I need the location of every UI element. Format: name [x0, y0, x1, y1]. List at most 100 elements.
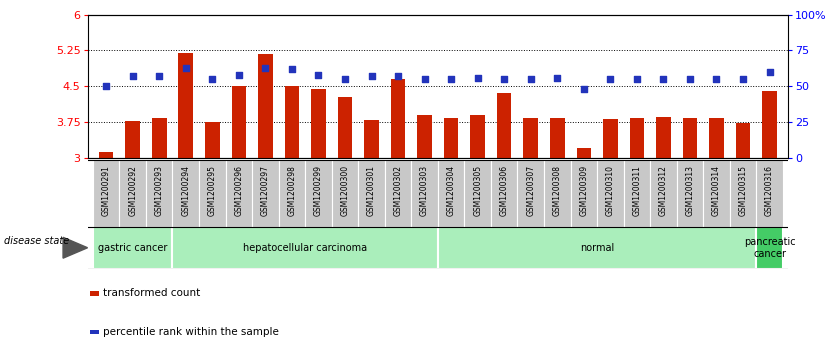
Bar: [258, 54, 273, 158]
Bar: [656, 117, 671, 158]
Bar: [89, 291, 98, 295]
Bar: [93, 160, 119, 227]
Bar: [465, 160, 491, 227]
Text: GSM1200315: GSM1200315: [739, 165, 747, 216]
Point: [312, 72, 325, 78]
Text: GSM1200304: GSM1200304: [447, 165, 455, 216]
Text: GSM1200311: GSM1200311: [632, 165, 641, 216]
Text: GSM1200310: GSM1200310: [605, 165, 615, 216]
Bar: [146, 160, 173, 227]
Bar: [119, 160, 146, 227]
Bar: [709, 118, 724, 158]
Bar: [125, 121, 140, 158]
Point: [710, 76, 723, 82]
Bar: [524, 118, 538, 158]
Bar: [736, 123, 751, 158]
Bar: [544, 160, 570, 227]
Bar: [178, 53, 193, 158]
Bar: [497, 93, 511, 158]
Text: GSM1200297: GSM1200297: [261, 165, 270, 216]
Bar: [93, 227, 173, 269]
Text: GSM1200301: GSM1200301: [367, 165, 376, 216]
Bar: [550, 118, 565, 158]
Text: GSM1200291: GSM1200291: [102, 165, 111, 216]
Bar: [756, 227, 783, 269]
Bar: [438, 160, 465, 227]
Point: [683, 76, 696, 82]
Bar: [603, 119, 618, 158]
Point: [99, 83, 113, 89]
Point: [445, 76, 458, 82]
Text: gastric cancer: gastric cancer: [98, 243, 168, 253]
Bar: [438, 227, 756, 269]
Bar: [470, 115, 485, 158]
Point: [498, 76, 511, 82]
Text: GSM1200293: GSM1200293: [155, 165, 163, 216]
Bar: [359, 160, 384, 227]
Bar: [311, 89, 326, 158]
Text: GSM1200298: GSM1200298: [288, 165, 296, 216]
Bar: [703, 160, 730, 227]
Text: hepatocellular carcinoma: hepatocellular carcinoma: [243, 243, 367, 253]
Point: [763, 69, 776, 75]
Point: [736, 76, 750, 82]
Point: [471, 75, 485, 81]
Bar: [279, 160, 305, 227]
Text: GSM1200292: GSM1200292: [128, 165, 137, 216]
Bar: [284, 86, 299, 158]
Text: GSM1200300: GSM1200300: [340, 165, 349, 216]
Text: GSM1200294: GSM1200294: [181, 165, 190, 216]
Text: GSM1200303: GSM1200303: [420, 165, 429, 216]
Bar: [676, 160, 703, 227]
Bar: [152, 118, 167, 158]
Polygon shape: [63, 237, 88, 258]
Text: GSM1200295: GSM1200295: [208, 165, 217, 216]
Bar: [491, 160, 517, 227]
Point: [604, 76, 617, 82]
Point: [631, 76, 644, 82]
Bar: [332, 160, 359, 227]
Bar: [576, 148, 591, 158]
Point: [524, 76, 537, 82]
Bar: [225, 160, 252, 227]
Bar: [517, 160, 544, 227]
Text: GSM1200302: GSM1200302: [394, 165, 403, 216]
Text: GSM1200299: GSM1200299: [314, 165, 323, 216]
Bar: [205, 122, 219, 158]
Text: GSM1200296: GSM1200296: [234, 165, 244, 216]
Point: [126, 73, 139, 79]
Point: [153, 73, 166, 79]
Text: GSM1200312: GSM1200312: [659, 165, 668, 216]
Text: GSM1200314: GSM1200314: [712, 165, 721, 216]
Bar: [173, 160, 199, 227]
Text: GSM1200309: GSM1200309: [580, 165, 588, 216]
Bar: [624, 160, 651, 227]
Bar: [89, 330, 98, 334]
Text: GSM1200313: GSM1200313: [686, 165, 695, 216]
Bar: [570, 160, 597, 227]
Bar: [391, 79, 405, 158]
Text: disease state: disease state: [4, 236, 69, 246]
Bar: [99, 152, 113, 158]
Bar: [417, 115, 432, 158]
Point: [577, 86, 590, 92]
Text: GSM1200308: GSM1200308: [553, 165, 562, 216]
Bar: [630, 118, 644, 158]
Text: transformed count: transformed count: [103, 289, 201, 298]
Text: pancreatic
cancer: pancreatic cancer: [744, 237, 796, 258]
Text: GSM1200316: GSM1200316: [765, 165, 774, 216]
Text: GSM1200306: GSM1200306: [500, 165, 509, 216]
Bar: [232, 86, 246, 158]
Bar: [762, 91, 776, 158]
Bar: [173, 227, 438, 269]
Text: percentile rank within the sample: percentile rank within the sample: [103, 327, 279, 337]
Bar: [756, 160, 783, 227]
Point: [232, 72, 245, 78]
Bar: [305, 160, 332, 227]
Text: GSM1200307: GSM1200307: [526, 165, 535, 216]
Point: [418, 76, 431, 82]
Bar: [597, 160, 624, 227]
Bar: [730, 160, 756, 227]
Bar: [444, 118, 459, 158]
Bar: [411, 160, 438, 227]
